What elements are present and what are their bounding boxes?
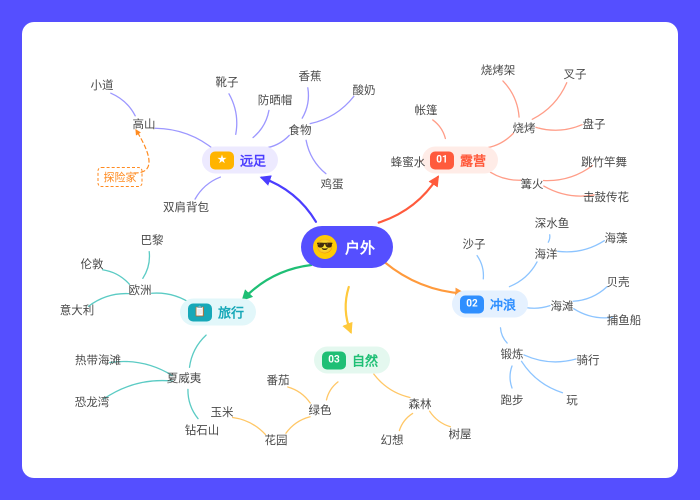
branch-travel-label: 旅行 [218, 303, 244, 322]
leaf-tr-london[interactable]: 伦敦 [81, 256, 104, 272]
leaf-camp-drum[interactable]: 击鼓传花 [583, 189, 629, 205]
leaf-surf-beach[interactable]: 海滩 [551, 298, 574, 314]
branch-nature-label: 自然 [352, 351, 378, 370]
leaf-camp-honey[interactable]: 蜂蜜水 [391, 154, 426, 170]
leaf-hike-boots[interactable]: 靴子 [216, 74, 239, 90]
center-label: 户外 [345, 237, 375, 258]
leaf-camp-fire[interactable]: 篝火 [521, 176, 544, 192]
leaf-nat-tomato[interactable]: 番茄 [267, 372, 290, 388]
branch-travel-badge-icon: 📋 [188, 303, 212, 321]
leaf-tr-dino[interactable]: 恐龙湾 [75, 394, 110, 410]
branch-hike[interactable]: ★ 远足 [202, 147, 278, 174]
mindmap-card: 😎 户外 ★ 远足 01 露营 02 冲浪 03 自然 📋 旅行 小道高山探险家 靴子防晒帽香蕉食物 酸奶鸡… [22, 22, 678, 478]
leaf-hike-banana[interactable]: 香蕉 [299, 68, 322, 84]
leaf-tr-trbeach[interactable]: 热带海滩 [75, 352, 121, 368]
leaf-nat-dream[interactable]: 幻想 [381, 432, 404, 448]
branch-camp-label: 露营 [460, 151, 486, 170]
leaf-camp-fork[interactable]: 叉子 [564, 66, 587, 82]
branch-nature-badge-icon: 03 [322, 351, 346, 369]
leaf-nat-tree[interactable]: 树屋 [449, 426, 472, 442]
leaf-tr-diamond[interactable]: 钻石山 [185, 422, 220, 438]
leaf-surf-boat[interactable]: 捕鱼船 [607, 312, 642, 328]
leaf-hike-food[interactable]: 食物 [289, 122, 312, 138]
leaf-hike-yog[interactable]: 酸奶 [353, 82, 376, 98]
branch-travel[interactable]: 📋 旅行 [180, 299, 256, 326]
branch-camp[interactable]: 01 露营 [422, 147, 498, 174]
leaf-surf-shell[interactable]: 贝壳 [607, 274, 630, 290]
leaf-surf-play[interactable]: 玩 [566, 392, 578, 408]
branch-hike-label: 远足 [240, 151, 266, 170]
leaf-nat-corn[interactable]: 玉米 [211, 404, 234, 420]
frame: 😎 户外 ★ 远足 01 露营 02 冲浪 03 自然 📋 旅行 小道高山探险家 靴子防晒帽香蕉食物 酸奶鸡… [0, 0, 700, 500]
center-node[interactable]: 😎 户外 [301, 226, 393, 268]
leaf-tr-eu[interactable]: 欧洲 [129, 282, 152, 298]
leaf-hike-egg[interactable]: 鸡蛋 [321, 176, 344, 192]
leaf-surf-ride[interactable]: 骑行 [577, 352, 600, 368]
branch-nature[interactable]: 03 自然 [314, 347, 390, 374]
leaf-surf-run[interactable]: 跑步 [501, 392, 524, 408]
leaf-nat-green[interactable]: 绿色 [309, 402, 332, 418]
leaf-hike-hat[interactable]: 防晒帽 [258, 92, 293, 108]
leaf-camp-dance[interactable]: 跳竹竿舞 [581, 154, 627, 170]
leaf-hike-pack[interactable]: 双肩背包 [163, 199, 209, 215]
leaf-camp-bbqstand[interactable]: 烧烤架 [481, 62, 516, 78]
center-emoji-icon: 😎 [313, 235, 337, 259]
leaf-hike-trail[interactable]: 小道 [91, 77, 114, 93]
leaf-surf-deep[interactable]: 深水鱼 [535, 215, 570, 231]
branch-hike-badge-icon: ★ [210, 151, 234, 169]
leaf-camp-bbq[interactable]: 烧烤 [513, 120, 536, 136]
branch-surf-badge-icon: 02 [460, 295, 484, 313]
leaf-surf-sand[interactable]: 沙子 [463, 236, 486, 252]
branch-surf[interactable]: 02 冲浪 [452, 291, 528, 318]
leaf-surf-weed[interactable]: 海藻 [605, 230, 628, 246]
leaf-camp-plate[interactable]: 盘子 [583, 116, 606, 132]
branch-camp-badge-icon: 01 [430, 151, 454, 169]
leaf-surf-ex[interactable]: 锻炼 [501, 346, 524, 362]
leaf-tr-italy[interactable]: 意大利 [60, 302, 95, 318]
branch-surf-label: 冲浪 [490, 295, 516, 314]
leaf-tr-hw[interactable]: 夏威夷 [167, 370, 202, 386]
leaf-camp-tent[interactable]: 帐篷 [415, 102, 438, 118]
leaf-nat-forest[interactable]: 森林 [409, 396, 432, 412]
leaf-nat-garden[interactable]: 花园 [265, 432, 288, 448]
leaf-hike-expl[interactable]: 探险家 [98, 167, 143, 187]
leaf-hike-mtn[interactable]: 高山 [133, 116, 156, 132]
leaf-surf-ocean[interactable]: 海洋 [535, 246, 558, 262]
leaf-tr-paris[interactable]: 巴黎 [141, 232, 164, 248]
